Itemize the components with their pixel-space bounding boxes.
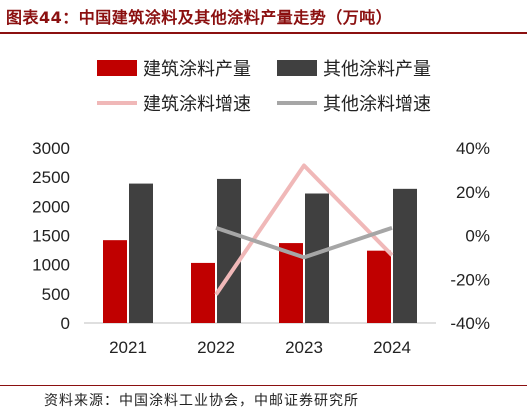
bar-series	[103, 178, 417, 323]
chart-axes: 0 500 1000 1500 2000 2500 3000 -40% -20% 0% 20% 40%…	[32, 139, 490, 357]
legend-label: 建筑涂料增速	[143, 94, 251, 114]
y-left-tick-label: 1500	[32, 227, 70, 246]
y-left-tick-label: 500	[42, 285, 70, 304]
bar-other-2022	[217, 178, 241, 323]
legend-swatch	[97, 60, 137, 76]
x-tick-label: 2022	[197, 338, 235, 357]
y-left-tick-label: 2500	[32, 168, 70, 187]
x-tick-label: 2021	[109, 338, 147, 357]
chart-title: 图表44：中国建筑涂料及其他涂料产量走势（万吨）	[6, 8, 393, 27]
legend-label: 建筑涂料产量	[143, 59, 251, 79]
y-right-tick-label: 0%	[465, 227, 490, 246]
bar-other-2024	[393, 188, 417, 323]
y-right-tick-label: 40%	[456, 139, 490, 158]
x-tick-label: 2023	[285, 338, 323, 357]
x-tick-label: 2024	[373, 338, 411, 357]
source-note: 资料来源：中国涂料工业协会，中邮证券研究所	[44, 393, 359, 409]
bar-architectural-2021	[103, 240, 127, 323]
y-left-tick-label: 2000	[32, 197, 70, 216]
legend-label: 其他涂料增速	[323, 94, 431, 114]
y-left-tick-label: 3000	[32, 139, 70, 158]
bar-other-2023	[305, 193, 329, 323]
y-left-tick-label: 0	[61, 314, 70, 333]
bar-architectural-2024	[367, 250, 391, 323]
y-right-tick-label: -40%	[450, 314, 490, 333]
bar-other-2021	[129, 183, 153, 323]
y-right-tick-label: -20%	[450, 270, 490, 289]
bar-architectural-2022	[191, 262, 215, 323]
legend-label: 其他涂料产量	[323, 59, 431, 79]
y-right-tick-label: 20%	[456, 183, 490, 202]
line-series	[214, 163, 394, 296]
source-divider	[0, 385, 527, 386]
line-architectural-growth	[214, 163, 394, 296]
line-other-growth	[215, 225, 393, 260]
legend-swatch	[277, 60, 317, 76]
y-left-tick-label: 1000	[32, 256, 70, 275]
title-divider	[0, 32, 527, 34]
